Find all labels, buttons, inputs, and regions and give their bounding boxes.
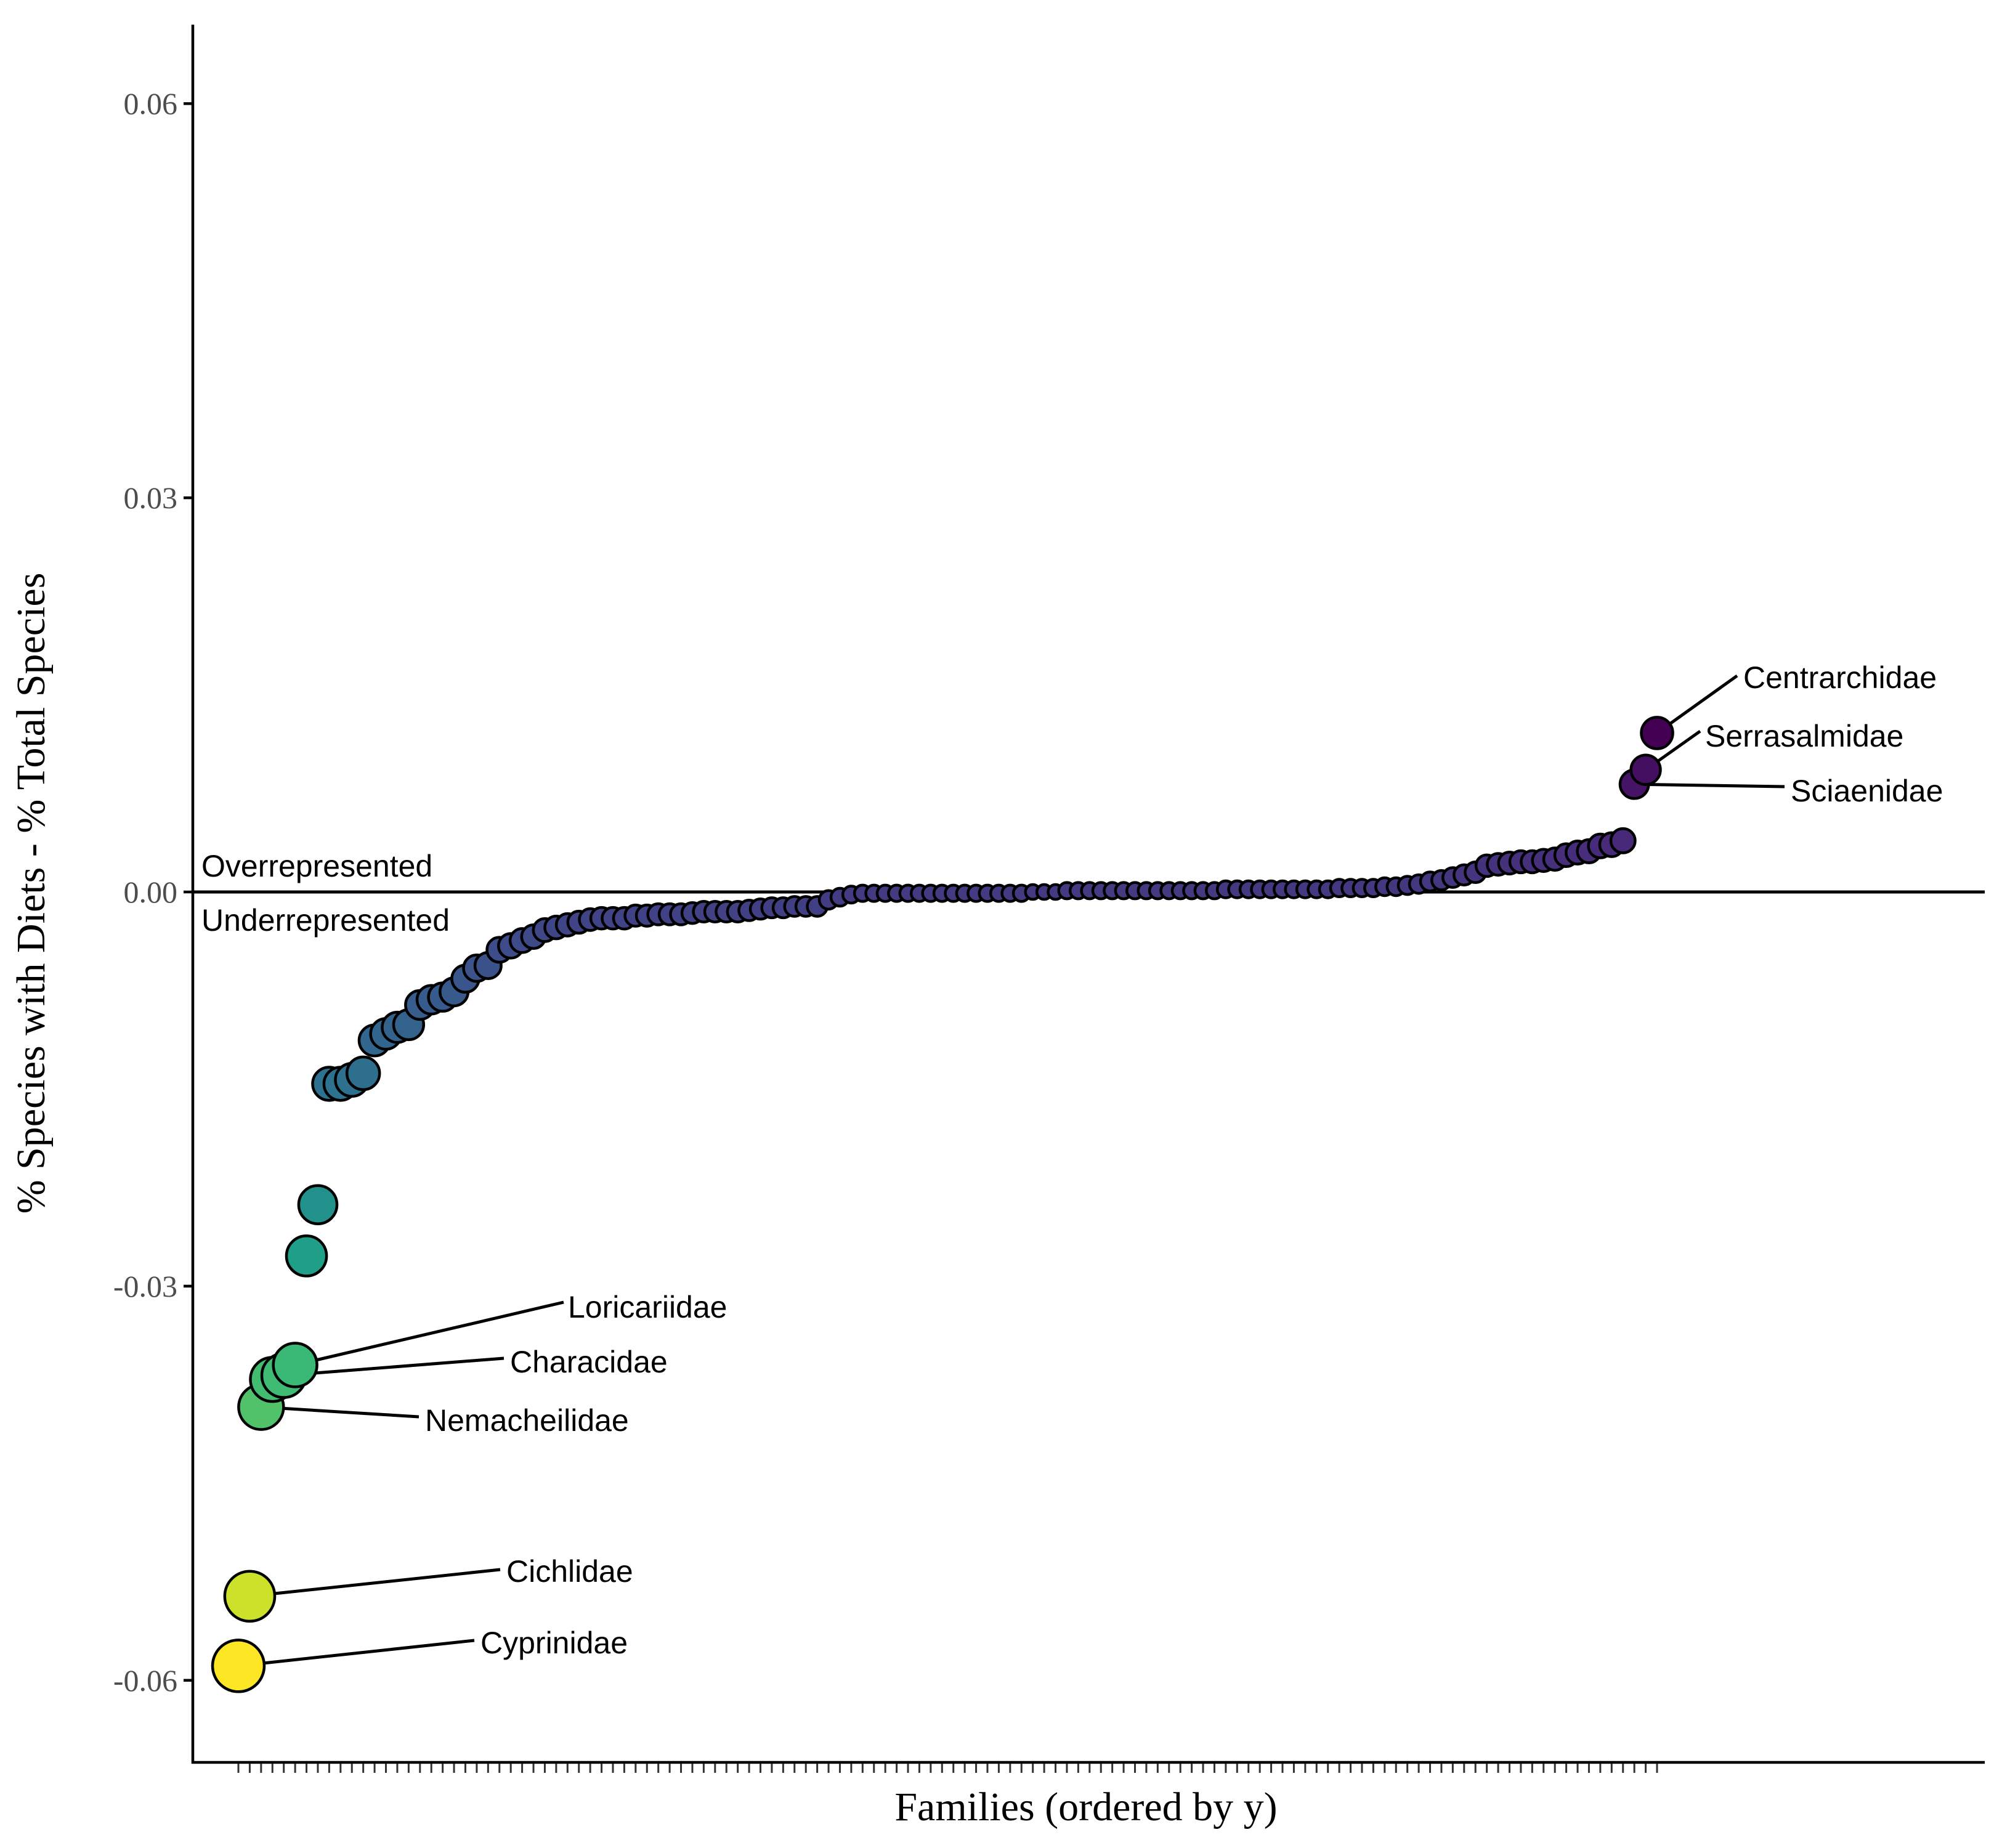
y-tick-label: -0.03 <box>113 1269 177 1303</box>
y-tick-label: 0.06 <box>124 86 178 121</box>
family-labels: Centrarchidae Serrasalmidae Sciaenidae Lori… <box>425 660 1943 1660</box>
y-tick-label: 0.00 <box>124 875 178 909</box>
family-label: Centrarchidae <box>1743 660 1937 695</box>
leader-line <box>283 1356 505 1377</box>
y-tick-label: -0.06 <box>113 1663 177 1698</box>
label-leader-lines <box>238 674 1785 1668</box>
data-point <box>345 1055 381 1092</box>
y-ticks: 0.06 0.03 0.00 -0.03 -0.06 <box>113 86 193 1698</box>
leader-line <box>238 1639 475 1668</box>
leader-line <box>294 1300 564 1367</box>
family-label: Cichlidae <box>506 1554 633 1589</box>
axes: 0.06 0.03 0.00 -0.03 -0.06 <box>113 25 1985 1773</box>
family-label: Loricariidae <box>568 1290 727 1324</box>
leader-line <box>249 1568 501 1598</box>
data-point <box>285 1234 328 1278</box>
data-point <box>223 1570 277 1623</box>
family-label: Nemacheilidae <box>425 1403 629 1438</box>
data-point <box>211 1639 266 1693</box>
underrepresented-label: Underrepresented <box>201 903 450 938</box>
family-label: Sciaenidae <box>1791 774 1943 808</box>
family-label: Cyprinidae <box>480 1626 628 1660</box>
y-axis-title: % Species with Diets - % Total Species <box>9 573 54 1214</box>
data-point <box>1629 753 1662 786</box>
overrepresented-label: Overrepresented <box>201 849 432 883</box>
leader-line <box>261 1405 419 1419</box>
data-point <box>1640 716 1674 750</box>
x-ticks <box>237 1764 1658 1773</box>
data-point <box>272 1342 318 1388</box>
x-axis-title: Families (ordered by y) <box>894 1785 1277 1830</box>
leader-line <box>1634 782 1785 788</box>
data-point <box>1609 827 1637 854</box>
family-label: Serrasalmidae <box>1705 719 1903 753</box>
y-tick-label: 0.03 <box>124 480 178 515</box>
data-point <box>297 1184 339 1225</box>
family-label: Characidae <box>510 1345 668 1379</box>
data-points <box>211 716 1674 1693</box>
